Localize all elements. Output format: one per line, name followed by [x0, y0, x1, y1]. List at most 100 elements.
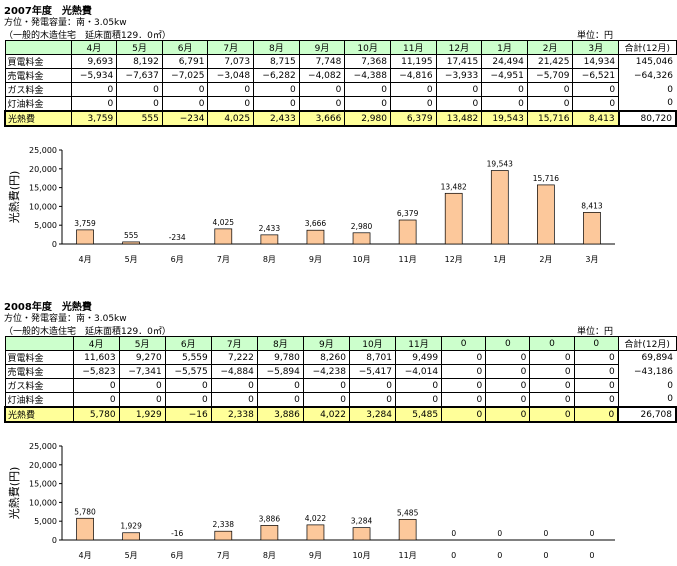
value-cell: 9,499 [394, 350, 443, 365]
month-header: 9月 [302, 336, 350, 351]
value-cell: 0 [485, 350, 531, 365]
value-cell: 0 [573, 364, 619, 379]
sum-cell: 3,759 [70, 110, 118, 127]
value-cell: 0 [118, 392, 166, 408]
sum-cell: 1,929 [118, 406, 166, 423]
month-header: 6月 [164, 336, 212, 351]
cost-chart: 光熱費(円) 0 5,000 10,000 15,000 20,000 25,000 5,78… [7, 442, 615, 560]
value-cell: 0 [485, 378, 531, 393]
value-cell: 0 [210, 392, 258, 408]
table-row: 灯油料金 0 0 0 0 0 0 0 0 0 0 0 0 0 [4, 96, 676, 112]
bar [122, 241, 140, 245]
value-cell: −4,884 [210, 364, 258, 379]
month-header: 11月 [394, 336, 443, 351]
value-cell: 0 [118, 378, 166, 393]
value-cell: 0 [72, 392, 120, 408]
data-label: 3,886 [259, 514, 281, 523]
x-tick-label: 5月 [125, 255, 138, 264]
data-label: -16 [171, 529, 183, 538]
value-cell: 0 [435, 96, 483, 112]
data-label: 2,980 [351, 222, 373, 231]
total-cell: −43,186 [633, 366, 673, 377]
total-cell: 0 [667, 394, 673, 405]
sum-cell: 6,379 [389, 110, 437, 127]
x-tick-label: 4月 [78, 255, 91, 264]
bar [214, 530, 233, 541]
month-header: 5月 [118, 336, 166, 351]
data-label: 0 [451, 529, 456, 538]
value-cell: −7,637 [116, 68, 163, 83]
sum-cell: 19,543 [481, 110, 528, 127]
bar [583, 212, 601, 245]
value-cell: 11,603 [72, 350, 120, 365]
y-axis-title: 光熱費(円) [7, 467, 21, 520]
value-cell: 5,559 [164, 350, 212, 365]
sum-cell: 0 [573, 406, 619, 423]
data-label: 1,929 [120, 522, 142, 531]
value-cell: 8,192 [116, 54, 163, 69]
x-tick-label: 10月 [352, 551, 370, 560]
value-cell: 0 [394, 392, 443, 408]
month-header: 8月 [253, 40, 300, 55]
sum-cell: 3,666 [298, 110, 346, 127]
row-label: ガス料金 [4, 82, 72, 97]
value-cell: 0 [72, 378, 120, 393]
value-cell: 0 [394, 378, 443, 393]
value-cell: 0 [529, 378, 575, 393]
value-cell: 8,701 [348, 350, 397, 365]
value-cell: 0 [207, 96, 255, 112]
sum-cell: 5,485 [394, 406, 443, 423]
data-label: 4,022 [305, 514, 327, 523]
data-label: 2,338 [213, 520, 235, 529]
month-header: 3月 [572, 40, 620, 55]
y-tick-label: 0 [52, 536, 57, 545]
month-header: 6月 [161, 40, 209, 55]
sum-cell: 8,413 [572, 110, 620, 127]
data-label: 8,413 [581, 201, 603, 210]
value-cell: 9,780 [256, 350, 304, 365]
x-tick-label: 0 [543, 551, 548, 560]
value-cell: 0 [529, 350, 575, 365]
value-cell: 0 [164, 392, 212, 408]
value-cell: 0 [207, 82, 255, 97]
value-cell: 0 [441, 350, 487, 365]
data-label: 3,284 [351, 517, 373, 526]
bar [76, 229, 94, 245]
value-cell: −5,934 [70, 68, 118, 83]
total-cell: 0 [667, 380, 673, 391]
y-axis-title: 光熱費(円) [7, 171, 21, 224]
value-cell: −4,388 [344, 68, 391, 83]
row-label: 灯油料金 [4, 96, 72, 112]
cost-table: 4月 5月 6月 7月 8月 9月 10月 11月 12月 1月 2月 3月 合計(12月) 買電料金 9,… [3, 40, 677, 127]
section-house: （一般的木造住宅 延床面積129．0㎡） [4, 327, 171, 337]
bar [76, 517, 94, 541]
table-row: 売電料金 −5,934 −7,637 −7,025 −3,048 −6,282 −4,082… [4, 68, 676, 83]
bar [398, 219, 417, 245]
value-cell: 0 [116, 96, 163, 112]
row-label: 買電料金 [4, 350, 74, 365]
row-label: 灯油料金 [4, 392, 74, 408]
bar [260, 234, 279, 245]
x-tick-label: 10月 [352, 255, 370, 264]
x-tick-label: 7月 [217, 255, 230, 264]
value-cell: −5,417 [348, 364, 397, 379]
value-cell: 0 [161, 96, 209, 112]
value-cell: −6,521 [572, 68, 620, 83]
value-cell: 0 [526, 82, 574, 97]
sum-total: 26,708 [617, 406, 677, 423]
month-header: 0 [529, 336, 575, 351]
x-tick-label: 8月 [263, 551, 276, 560]
y-tick-label: 5,000 [34, 517, 57, 526]
data-label: 3,759 [74, 219, 96, 228]
sum-total: 80,720 [617, 110, 677, 127]
data-label: 5,485 [397, 508, 419, 517]
sum-cell: 0 [485, 406, 531, 423]
month-header: 5月 [116, 40, 163, 55]
value-cell: −3,048 [207, 68, 255, 83]
total-cell: 145,046 [635, 56, 673, 67]
month-header: 4月 [70, 40, 118, 55]
bar [260, 525, 279, 541]
sum-row: 光熱費 3,759 555 −234 4,025 2,433 3,666 2,980 6,379… [3, 110, 677, 127]
table-header-row: 4月 5月 6月 7月 8月 9月 10月 11月 12月 1月 2月 3月 合計(12月) [4, 40, 677, 55]
y-tick-label: 10,000 [29, 202, 57, 211]
